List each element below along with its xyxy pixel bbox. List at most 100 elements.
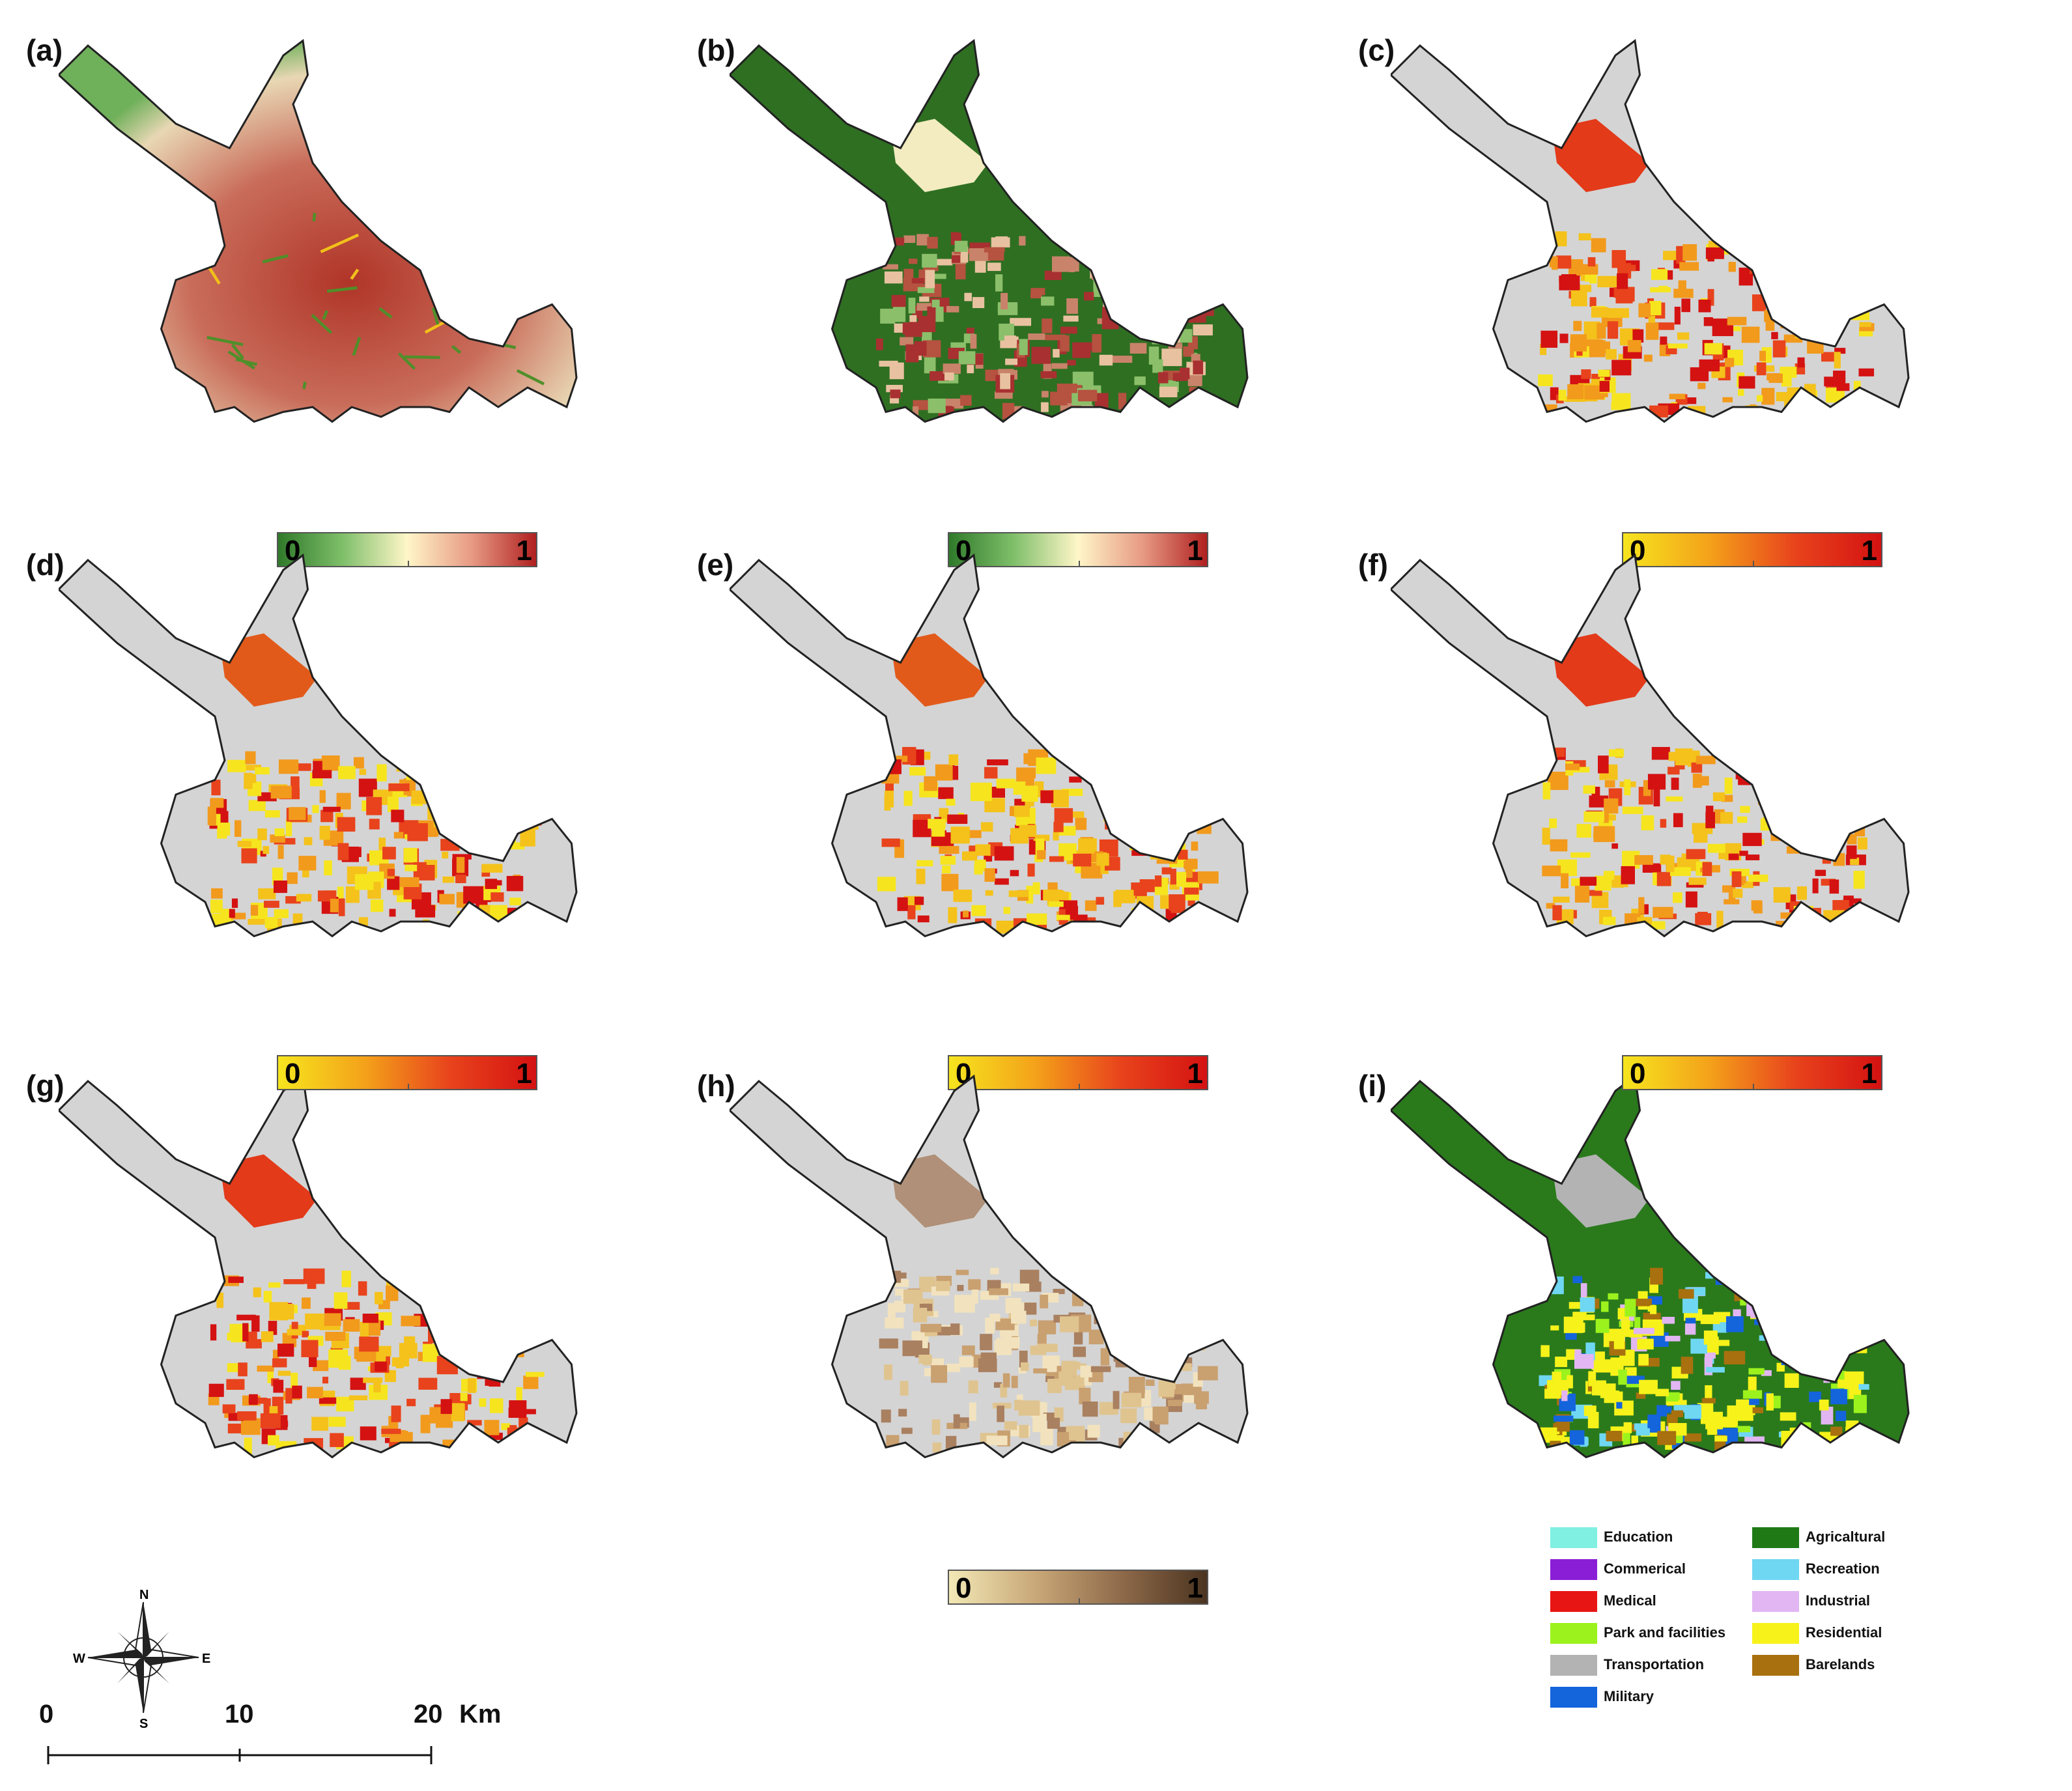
urban-patch (1796, 1343, 1811, 1351)
urban-patch (1576, 824, 1591, 838)
urban-patch (257, 828, 267, 841)
legend-swatch (1752, 1591, 1799, 1612)
urban-patch (1578, 1314, 1595, 1321)
urban-patch (388, 783, 410, 791)
urban-patch (1044, 270, 1062, 280)
urban-patch (1190, 1307, 1212, 1323)
urban-patch (903, 1290, 923, 1304)
urban-patch (1540, 1345, 1550, 1357)
urban-patch (493, 1336, 504, 1347)
urban-patch (1604, 780, 1615, 788)
urban-patch (1121, 827, 1135, 839)
urban-patch (457, 1344, 477, 1359)
urban-patch (1727, 317, 1747, 326)
urban-patch (894, 1301, 905, 1313)
urban-patch (1830, 299, 1852, 307)
region-boundary (730, 38, 1249, 423)
colorbar-max: 1 (1187, 535, 1203, 567)
urban-patch (291, 776, 300, 789)
urban-patch (1841, 1282, 1851, 1301)
urban-patch (1784, 1373, 1799, 1388)
urban-patch (1193, 360, 1204, 374)
urban-patch (963, 910, 969, 918)
urban-patch (520, 920, 537, 926)
urban-patch (968, 1380, 978, 1394)
urban-patch (877, 877, 896, 892)
urban-patch (434, 1285, 449, 1301)
urban-patch (1666, 270, 1673, 280)
urban-patch (1631, 1299, 1652, 1306)
urban-patch (1129, 282, 1151, 290)
urban-patch (1184, 858, 1198, 869)
urban-patch (1803, 1309, 1812, 1325)
urban-patch (959, 1356, 974, 1368)
urban-patch (961, 1345, 975, 1355)
urban-patch (1593, 826, 1615, 842)
urban-patch (409, 1280, 416, 1293)
urban-patch (387, 869, 395, 877)
urban-patch (264, 917, 277, 929)
urban-patch (1128, 1377, 1145, 1394)
urban-patch (980, 822, 993, 832)
north-arrow-compass: N S E W (73, 1588, 210, 1729)
urban-patch (1094, 1306, 1103, 1316)
urban-patch (1733, 888, 1743, 898)
urban-patch (939, 808, 949, 823)
urban-patch (1834, 352, 1841, 369)
urban-patch (985, 890, 993, 896)
urban-patch (1665, 1406, 1672, 1413)
urban-patch (1779, 789, 1786, 800)
urban-patch (1765, 1305, 1781, 1315)
urban-patch (1852, 813, 1864, 827)
urban-patch (900, 1381, 909, 1396)
panel-label: (b) (697, 33, 735, 67)
road-segment (312, 212, 317, 221)
legend-swatch (1752, 1655, 1799, 1676)
urban-patch (1047, 1417, 1060, 1429)
urban-patch (1572, 1276, 1583, 1284)
urban-patch (521, 808, 542, 826)
urban-patch (1598, 755, 1609, 774)
urban-patch (1140, 1359, 1161, 1375)
urban-patch (231, 912, 246, 920)
urban-patch (1193, 808, 1202, 825)
urban-patch (1136, 755, 1158, 773)
urban-patch (407, 823, 428, 841)
road-segment (320, 233, 360, 253)
urban-patch (1643, 780, 1651, 797)
urban-patch (1161, 1331, 1179, 1338)
urban-patch (436, 791, 453, 808)
urban-patch (1742, 881, 1754, 888)
urban-patch (1611, 249, 1626, 268)
urban-patch (319, 1397, 339, 1404)
urban-patch (995, 1318, 1015, 1331)
urban-patch (1542, 827, 1550, 845)
urban-patch (1819, 1283, 1836, 1292)
urban-patch (460, 793, 479, 804)
urban-patch (1540, 343, 1547, 356)
urban-patch (1802, 1330, 1823, 1347)
urban-patch (1858, 368, 1875, 376)
urban-patch (1651, 921, 1666, 929)
urban-patch (1673, 289, 1694, 298)
urban-patch (1847, 834, 1857, 845)
urban-patch (411, 790, 433, 804)
urban-patch (1032, 882, 1040, 895)
urban-patch (1193, 1271, 1208, 1286)
colorbar-tick (1079, 1598, 1080, 1603)
urban-patch (1778, 806, 1787, 824)
urban-patch (1747, 753, 1762, 771)
urban-patch (312, 770, 332, 779)
urban-patch (1042, 318, 1053, 333)
urban-patch (888, 755, 908, 762)
urban-patch (980, 1352, 997, 1366)
colorbar-max: 1 (1187, 1572, 1203, 1604)
urban-patch (1789, 909, 1805, 924)
urban-patch (931, 1365, 948, 1383)
region-boundary (59, 38, 578, 423)
urban-patch (229, 909, 235, 918)
legend-swatch (1752, 1559, 1799, 1580)
urban-patch (1691, 762, 1703, 773)
legend-label: Recreation (1806, 1560, 1880, 1577)
